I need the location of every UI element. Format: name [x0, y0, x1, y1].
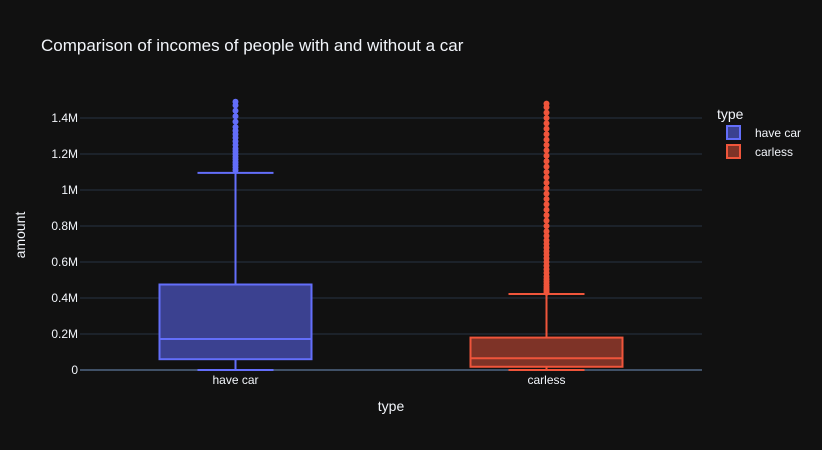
outlier-point — [232, 118, 239, 125]
outlier-point — [543, 147, 550, 154]
y-tick-label: 1.2M — [51, 147, 78, 161]
x-tick-label: carless — [527, 373, 565, 387]
outlier-point — [543, 131, 550, 138]
legend-item-have-car: have car — [726, 125, 801, 140]
outlier-point — [232, 113, 239, 120]
box-iqr — [469, 336, 624, 368]
legend-swatch — [726, 144, 741, 159]
legend: type have car carless — [717, 106, 801, 159]
legend-label: have car — [755, 126, 801, 140]
outlier-point — [543, 179, 550, 186]
y-tick-label: 0.4M — [51, 291, 78, 305]
outlier-point — [543, 196, 550, 202]
outlier-point — [543, 232, 550, 239]
y-tick-label: 0.8M — [51, 219, 78, 233]
y-axis-label: amount — [12, 212, 28, 259]
chart-title: Comparison of incomes of people with and… — [41, 36, 464, 55]
outlier-point — [543, 217, 550, 224]
outlier-point — [543, 223, 550, 229]
y-tick-label: 1.4M — [51, 111, 78, 125]
outlier-point — [543, 158, 550, 165]
legend-title: type — [717, 106, 744, 122]
outlier-point — [543, 174, 550, 181]
outlier-point — [543, 190, 550, 197]
legend-item-carless: carless — [726, 144, 793, 159]
y-tick-labels: 0 0.2M 0.4M 0.6M 0.8M 1M 1.2M 1.4M — [51, 111, 78, 377]
outlier-point — [543, 136, 550, 143]
outlier-point — [232, 98, 239, 105]
outlier-point — [543, 142, 550, 148]
outlier-point — [543, 125, 550, 132]
y-tick-label: 0.2M — [51, 327, 78, 341]
box-iqr — [158, 283, 313, 361]
outlier-point — [543, 228, 550, 235]
outlier-point — [543, 185, 550, 192]
legend-swatch — [726, 125, 741, 140]
box-series — [158, 98, 624, 371]
y-tick-label: 0.6M — [51, 255, 78, 269]
outlier-point — [543, 201, 550, 208]
outlier-point — [543, 109, 550, 116]
outlier-point — [543, 237, 550, 244]
outlier-point — [543, 115, 550, 121]
x-tick-label: have car — [212, 373, 258, 387]
box-have-car — [158, 98, 313, 371]
outlier-point — [543, 152, 550, 159]
y-tick-label: 1M — [61, 183, 78, 197]
outlier-point — [543, 120, 550, 127]
outlier-point — [543, 169, 550, 175]
x-tick-labels: have car carless — [212, 373, 565, 387]
outlier-point — [543, 212, 550, 219]
outlier-point — [232, 107, 239, 114]
outlier-point — [543, 206, 550, 213]
y-tick-label: 0 — [71, 363, 78, 377]
x-axis-label: type — [378, 398, 405, 414]
outlier-point — [232, 124, 239, 130]
outlier-point — [543, 100, 550, 107]
outlier-point — [543, 163, 550, 170]
legend-label: carless — [755, 145, 793, 159]
box-carless — [469, 100, 624, 371]
